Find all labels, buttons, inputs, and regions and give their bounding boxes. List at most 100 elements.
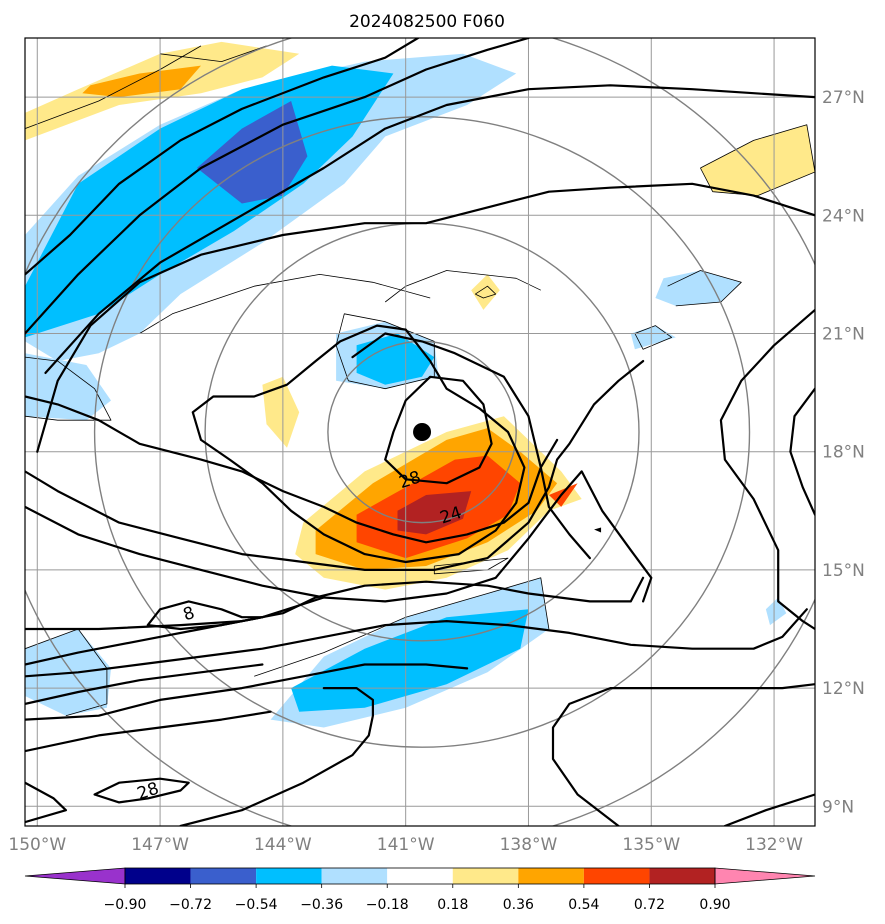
thick-contour-9 bbox=[25, 576, 645, 631]
filled-region-14 bbox=[471, 274, 500, 310]
thick-contour-5 bbox=[384, 375, 493, 485]
colorbar-frame bbox=[124, 867, 716, 885]
thick-contour-10 bbox=[25, 596, 325, 666]
thin-contour-6 bbox=[700, 124, 815, 197]
colorbar-label-0: −0.90 bbox=[104, 897, 147, 913]
x-tick-label-1: 147°W bbox=[131, 835, 189, 855]
thin-contour-12 bbox=[475, 285, 497, 299]
y-tick-label-2: 15°N bbox=[822, 561, 865, 581]
filled-region-5 bbox=[356, 333, 435, 385]
filled-region-1 bbox=[25, 353, 111, 421]
storm-center-marker bbox=[413, 423, 432, 441]
filled-contours bbox=[25, 41, 815, 728]
y-tick-label-1: 12°N bbox=[822, 679, 865, 699]
thick-contour-7 bbox=[25, 360, 645, 572]
colorbar-extend-left bbox=[24, 867, 126, 885]
colorbar-label-7: 0.54 bbox=[568, 897, 599, 913]
colorbar: −0.90 −0.72 −0.54 −0.36 −0.18 0.18 0.36 0.54 0.7… bbox=[24, 867, 816, 913]
thick-contour-14 bbox=[25, 710, 272, 753]
chart-title: 2024082500 F060 bbox=[349, 12, 505, 32]
thick-contour-0 bbox=[25, 38, 420, 276]
thick-contour-23 bbox=[539, 438, 592, 560]
x-axis-ticks: 150°W 147°W 144°W 141°W 138°W 135°W 132°W bbox=[8, 835, 803, 855]
thick-contour-20 bbox=[723, 793, 815, 826]
colorbar-segment-5 bbox=[387, 868, 453, 884]
thin-contour-3 bbox=[254, 577, 550, 677]
thick-contours bbox=[25, 38, 815, 826]
thin-contour-9 bbox=[25, 45, 202, 129]
y-tick-label-3: 18°N bbox=[822, 443, 865, 463]
colorbar-label-2: −0.54 bbox=[235, 897, 278, 913]
x-tick-label-6: 132°W bbox=[745, 835, 803, 855]
thick-contour-21 bbox=[719, 308, 815, 631]
thick-contour-3 bbox=[36, 182, 815, 453]
colorbar-label-6: 0.36 bbox=[503, 897, 534, 913]
thick-contour-22 bbox=[789, 387, 815, 516]
y-axis-ticks: 9°N 12°N 15°N 18°N 21°N 24°N 27°N bbox=[822, 88, 865, 817]
colorbar-segment-9 bbox=[649, 868, 715, 884]
thin-contour-10 bbox=[160, 45, 267, 62]
filled-region-2 bbox=[25, 65, 394, 338]
x-tick-label-0: 150°W bbox=[8, 835, 66, 855]
filled-region-11 bbox=[765, 597, 787, 626]
colorbar-segment-8 bbox=[583, 868, 650, 884]
y-tick-label-6: 27°N bbox=[822, 88, 865, 108]
thick-contour-12 bbox=[25, 663, 264, 706]
thin-contour-7 bbox=[667, 270, 742, 307]
axes-frame bbox=[24, 37, 816, 827]
colorbar-segment-4 bbox=[321, 868, 388, 884]
thick-contour-4 bbox=[191, 324, 526, 564]
colorbar-label-5: 0.18 bbox=[437, 897, 468, 913]
thick-contour-1 bbox=[25, 38, 530, 335]
colorbar-segment-6 bbox=[452, 868, 519, 884]
filled-region-13 bbox=[700, 124, 815, 196]
x-tick-label-4: 138°W bbox=[500, 835, 558, 855]
thin-contour-8 bbox=[634, 325, 673, 350]
filled-region-0 bbox=[25, 53, 517, 362]
y-tick-label-4: 21°N bbox=[822, 325, 865, 345]
thick-contour-16 bbox=[93, 777, 190, 804]
colorbar-label-9: 0.90 bbox=[699, 897, 730, 913]
colorbar-segment-1 bbox=[125, 868, 191, 884]
thin-contour-1 bbox=[139, 273, 431, 334]
thick-contour-6 bbox=[25, 332, 542, 544]
colorbar-extend-right bbox=[714, 867, 816, 885]
x-tick-label-5: 135°W bbox=[622, 835, 680, 855]
colorbar-label-1: −0.72 bbox=[169, 897, 212, 913]
y-tick-label-5: 24°N bbox=[822, 206, 865, 226]
colorbar-segment-2 bbox=[190, 868, 257, 884]
thin-contour-11 bbox=[384, 270, 541, 303]
colorbar-segment-3 bbox=[256, 868, 322, 884]
y-tick-label-0: 9°N bbox=[822, 797, 854, 817]
x-tick-label-3: 141°W bbox=[377, 835, 435, 855]
filled-region-19 bbox=[397, 491, 472, 535]
x-tick-label-2: 144°W bbox=[254, 835, 312, 855]
filled-region-9 bbox=[655, 270, 742, 306]
thick-contour-15 bbox=[146, 600, 264, 631]
thick-contour-11 bbox=[25, 608, 808, 678]
range-ring-2 bbox=[93, 116, 751, 748]
small-marker-0 bbox=[594, 527, 602, 533]
thick-contour-19 bbox=[551, 683, 815, 826]
filled-region-7 bbox=[291, 609, 529, 712]
colorbar-label-3: −0.36 bbox=[300, 897, 343, 913]
thin-contour-0 bbox=[25, 356, 112, 421]
thick-contour-17 bbox=[25, 781, 68, 824]
gridlines bbox=[25, 38, 815, 826]
thick-contour-18 bbox=[179, 686, 374, 826]
filled-region-21 bbox=[82, 65, 201, 98]
range-rings bbox=[25, 38, 815, 826]
thin-contour-2 bbox=[335, 313, 435, 390]
colorbar-segment-7 bbox=[518, 868, 584, 884]
thick-contour-13 bbox=[25, 663, 469, 721]
colorbar-label-8: 0.72 bbox=[634, 897, 665, 913]
filled-region-10 bbox=[630, 325, 676, 350]
markers bbox=[413, 423, 602, 533]
thin-contours bbox=[25, 45, 815, 717]
thick-contour-2 bbox=[44, 84, 815, 374]
colorbar-label-4: −0.18 bbox=[366, 897, 409, 913]
filled-region-15 bbox=[262, 376, 300, 448]
